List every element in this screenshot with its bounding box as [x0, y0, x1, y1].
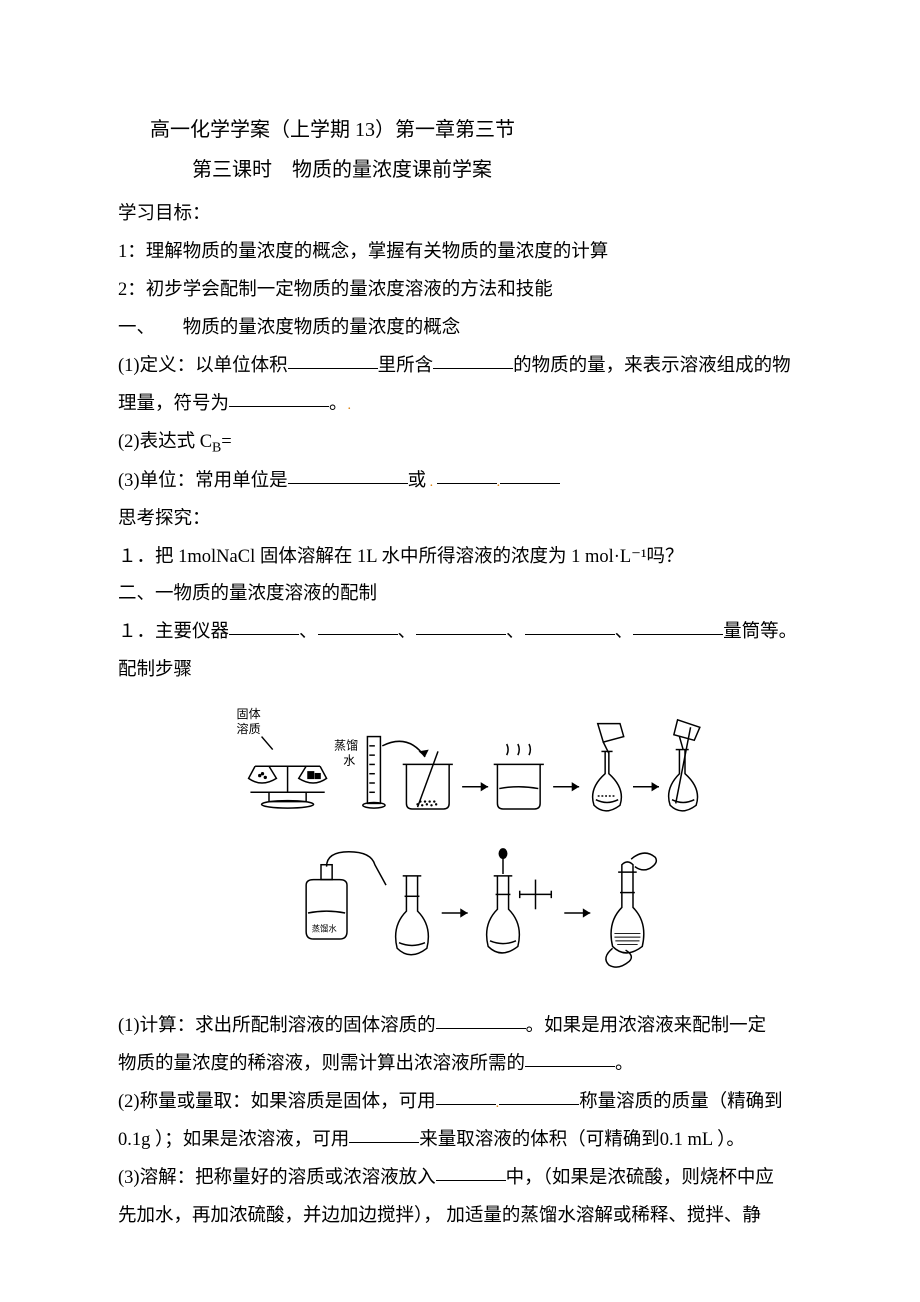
- beaker-cooled-icon: [494, 744, 544, 809]
- objective-2: 2：初步学会配制一定物质的量浓度溶液的方法和技能: [118, 272, 810, 310]
- text: (1)定义：以单位体积: [118, 356, 288, 376]
- document-page: 高一化学学案（上学期 13）第一章第三节 第三课时 物质的量浓度课前学案 学习目…: [0, 0, 920, 1296]
- text: 、: [506, 622, 525, 642]
- blank-fill: [436, 1086, 496, 1106]
- objectives-heading: 学习目标：: [118, 196, 810, 234]
- text: 里所含: [378, 356, 434, 376]
- text: 来量取溶液的体积（可精确到0.1 mL ）。: [419, 1130, 745, 1150]
- graduated-cylinder-icon: [363, 737, 385, 809]
- orange-marker: .: [348, 398, 352, 413]
- blank-fill: [349, 1123, 419, 1143]
- blank-fill: [229, 616, 299, 636]
- text: (2)表达式 C: [118, 432, 212, 452]
- blank-fill: [229, 387, 329, 407]
- blank-fill: [433, 349, 513, 369]
- text: 。: [329, 394, 348, 414]
- svg-text:水: 水: [343, 754, 355, 768]
- text: 的物质的量，来表示溶液组成的物: [513, 356, 791, 376]
- definition-line-1: (1)定义：以单位体积 里所含 的物质的量，来表示溶液组成的物: [118, 348, 810, 386]
- volumetric-flask-shake-icon: [606, 853, 656, 967]
- blank-fill: [499, 1086, 579, 1106]
- svg-text:蒸馏水: 蒸馏水: [312, 924, 338, 934]
- blank-fill: [288, 464, 408, 484]
- text: 中，（如果是浓硫酸，则烧杯中应: [506, 1168, 774, 1188]
- step-1-line-1: (1)计算：求出所配制溶液的固体溶质的 。如果是用浓溶液来配制一定: [118, 1008, 810, 1046]
- blank-fill: [416, 616, 506, 636]
- unit-line: (3)单位：常用单位是或 . .: [118, 463, 810, 501]
- definition-line-2: 理量，符号为 。.: [118, 386, 810, 424]
- step-1-line-2: 物质的量浓度的稀溶液，则需计算出浓溶液所需的 。: [118, 1046, 810, 1084]
- text: (1)计算：求出所配制溶液的固体溶质的: [118, 1016, 436, 1036]
- step-2-line-2: 0.1g ）；如果是浓溶液，可用 来量取溶液的体积（可精确到0.1 mL ）。: [118, 1122, 810, 1160]
- think-question: １．把 1molNaCl 固体溶解在 1L 水中所得溶液的浓度为 1 mol·L…: [118, 539, 810, 577]
- instruments-line: １．主要仪器 、 、 、 、 量筒等。: [118, 614, 810, 652]
- step-3-line-1: (3)溶解：把称量好的溶质或浓溶液放入 中，（如果是浓硫酸，则烧杯中应: [118, 1160, 810, 1198]
- text: 先加水，再加浓硫酸，并边加边搅拌）， 加适量的蒸馏水溶解或稀释、搅拌、静: [118, 1206, 761, 1226]
- blank-fill: [318, 616, 398, 636]
- text: 称量溶质的质量（精确到: [579, 1092, 783, 1112]
- text: １．主要仪器: [118, 622, 229, 642]
- blank-fill: [500, 464, 560, 484]
- section-1-heading: 一、 物质的量浓度物质的量浓度的概念: [118, 310, 810, 348]
- doc-subtitle: 第三课时 物质的量浓度课前学案: [118, 150, 810, 190]
- volumetric-flask-rinse-icon: [669, 720, 700, 811]
- blank-fill: [525, 1048, 615, 1068]
- text: (2)称量或量取：如果溶质是固体，可用: [118, 1092, 436, 1112]
- text: 0.1g ）；如果是浓溶液，可用: [118, 1130, 349, 1150]
- blank-fill: [525, 616, 615, 636]
- text: (3)溶解：把称量好的溶质或浓溶液放入: [118, 1168, 436, 1188]
- wash-bottle-icon: 蒸馏水: [306, 852, 386, 939]
- procedure-diagram: 固体 溶质: [118, 698, 810, 998]
- volumetric-flask-to-mark-icon: [487, 849, 552, 953]
- balance-icon: [249, 766, 327, 808]
- step-3-line-2: 先加水，再加浓硫酸，并边加边搅拌）， 加适量的蒸馏水溶解或稀释、搅拌、静: [118, 1198, 810, 1236]
- svg-text:固体: 固体: [237, 707, 261, 721]
- text: =: [221, 432, 231, 452]
- doc-title: 高一化学学案（上学期 13）第一章第三节: [118, 110, 810, 150]
- think-heading: 思考探究：: [118, 501, 810, 539]
- text: 。如果是用浓溶液来配制一定: [526, 1016, 767, 1036]
- steps-label: 配制步骤: [118, 652, 810, 690]
- orange-marker: .: [426, 475, 437, 490]
- text: 。: [615, 1054, 634, 1074]
- objective-1: 1：理解物质的量浓度的概念，掌握有关物质的量浓度的计算: [118, 234, 810, 272]
- text: 或: [408, 471, 427, 491]
- section-2-heading: 二、一物质的量浓度溶液的配制: [118, 576, 810, 614]
- text: 、: [299, 622, 318, 642]
- blank-fill: [288, 349, 378, 369]
- diagram-svg: 固体 溶质: [204, 698, 724, 998]
- text: (3)单位：常用单位是: [118, 471, 288, 491]
- beaker-dissolve-icon: [403, 752, 453, 810]
- expression-line: (2)表达式 CB=: [118, 424, 810, 463]
- text: 量筒等。: [723, 622, 797, 642]
- svg-text:蒸馏: 蒸馏: [334, 739, 358, 753]
- blank-fill: [436, 1161, 506, 1181]
- blank-fill: [633, 616, 723, 636]
- volumetric-flask-transfer-icon: [593, 724, 624, 811]
- text: 、: [615, 622, 634, 642]
- blank-fill: [437, 464, 497, 484]
- subscript-b: B: [212, 440, 221, 455]
- text: 物质的量浓度的稀溶液，则需计算出浓溶液所需的: [118, 1054, 525, 1074]
- blank-fill: [436, 1010, 526, 1030]
- step-2-line-1: (2)称量或量取：如果溶质是固体，可用.称量溶质的质量（精确到: [118, 1084, 810, 1122]
- volumetric-flask-add-water-icon: [396, 876, 429, 955]
- svg-text:溶质: 溶质: [237, 721, 261, 736]
- text: 理量，符号为: [118, 394, 229, 414]
- text: 、: [398, 622, 417, 642]
